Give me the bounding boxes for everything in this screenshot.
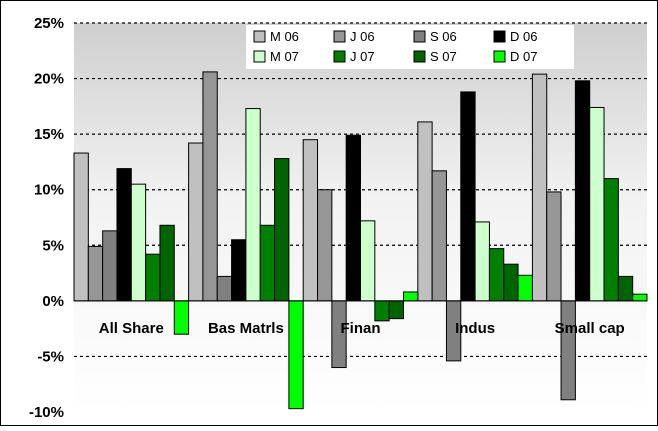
legend-label: S 06 xyxy=(430,29,457,44)
bar xyxy=(388,300,404,320)
bar xyxy=(102,230,118,302)
bar xyxy=(145,253,161,302)
bar xyxy=(274,158,290,302)
legend-swatch xyxy=(253,30,266,43)
legend-swatch xyxy=(493,50,506,63)
legend-swatch xyxy=(413,30,426,43)
y-axis-ticks: -10% -5% 0% 5% 10% 15% 20% 25% xyxy=(29,15,64,421)
bar xyxy=(603,178,619,302)
bar xyxy=(345,134,361,302)
bar xyxy=(417,121,433,302)
legend-swatch xyxy=(413,50,426,63)
category-label: Indus xyxy=(455,320,495,337)
y-tick-label: 10% xyxy=(34,182,64,199)
legend-box xyxy=(246,25,574,69)
legend-swatch xyxy=(493,30,506,43)
bar xyxy=(374,300,390,322)
bar xyxy=(173,300,190,335)
bar xyxy=(116,168,132,302)
legend: M 06 J 06 S 06 D 06 M 07 J 07 S 07 D 07 xyxy=(246,25,574,69)
y-tick-label: 5% xyxy=(42,237,64,254)
bar xyxy=(259,224,276,302)
legend-swatch xyxy=(333,30,346,43)
bar xyxy=(302,139,319,302)
y-tick-label: 0% xyxy=(42,293,64,310)
bar xyxy=(546,191,562,302)
bar xyxy=(87,245,104,302)
category-label: Bas Matrls xyxy=(208,320,284,337)
category-label: Small cap xyxy=(555,320,625,337)
bar xyxy=(360,220,376,302)
bar xyxy=(402,291,419,302)
bar xyxy=(503,263,519,302)
bar xyxy=(589,106,605,302)
legend-label: D 06 xyxy=(510,29,537,44)
legend-label: J 07 xyxy=(350,49,375,64)
y-tick-label: 25% xyxy=(34,15,64,32)
legend-label: M 06 xyxy=(270,29,299,44)
bar xyxy=(617,275,634,302)
y-tick-label: 15% xyxy=(34,126,64,143)
bar xyxy=(632,293,648,302)
bar xyxy=(231,239,247,302)
bar xyxy=(474,221,490,302)
legend-swatch xyxy=(253,50,266,63)
bar xyxy=(317,189,333,302)
y-tick-label: 20% xyxy=(34,71,64,88)
legend-label: D 07 xyxy=(510,49,537,64)
bar xyxy=(517,274,533,302)
bar xyxy=(245,108,261,302)
bar xyxy=(188,142,204,302)
bar xyxy=(460,91,476,302)
bar xyxy=(531,73,548,302)
bar xyxy=(202,71,218,302)
bar xyxy=(488,248,505,302)
y-tick-label: -5% xyxy=(37,348,64,365)
legend-label: M 07 xyxy=(270,49,299,64)
y-tick-label: -10% xyxy=(29,404,64,421)
category-label: Finan xyxy=(341,320,381,337)
category-label: All Share xyxy=(99,320,164,337)
bar xyxy=(288,300,304,410)
bar xyxy=(560,300,576,401)
legend-label: S 07 xyxy=(430,49,457,64)
bar xyxy=(159,224,175,302)
category-labels: All Share Bas Matrls Finan Indus Small cap xyxy=(99,320,625,337)
bar xyxy=(73,152,89,302)
bar xyxy=(574,80,591,302)
bar xyxy=(216,275,233,302)
bar xyxy=(431,170,447,302)
legend-swatch xyxy=(333,50,346,63)
bar xyxy=(130,183,147,302)
legend-label: J 06 xyxy=(350,29,375,44)
